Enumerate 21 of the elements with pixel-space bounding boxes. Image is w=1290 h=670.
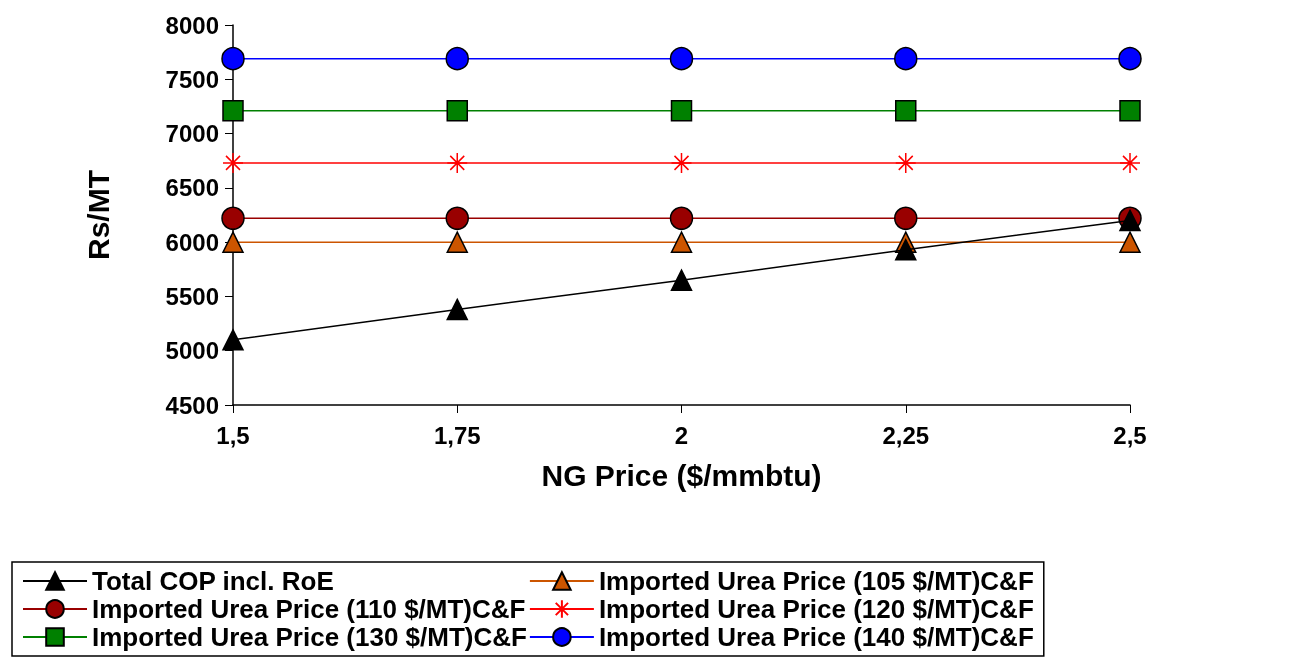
x-axis-title: NG Price ($/mmbtu) <box>541 458 822 492</box>
legend-label: Imported Urea Price (105 $/MT)C&F <box>598 566 1034 596</box>
y-axis-title: Rs/MT <box>81 170 115 260</box>
x-tick-label: 1,75 <box>433 421 481 449</box>
legend-label: Imported Urea Price (140 $/MT)C&F <box>598 622 1034 652</box>
y-tick-label: 5000 <box>165 337 219 365</box>
y-tick-label: 4500 <box>165 391 219 419</box>
x-tick-label: 2 <box>674 421 689 449</box>
y-tick-label: 7000 <box>165 120 219 148</box>
y-tick-label: 7500 <box>165 65 219 93</box>
legend-label: Imported Urea Price (110 $/MT)C&F <box>92 594 526 624</box>
y-tick-label: 8000 <box>165 11 219 39</box>
y-tick-label: 6000 <box>165 228 219 256</box>
x-tick-label: 2,5 <box>1113 421 1147 449</box>
y-tick-label: 6500 <box>165 174 219 202</box>
legend-label: Imported Urea Price (120 $/MT)C&F <box>598 594 1034 624</box>
legend-label: Imported Urea Price (130 $/MT)C&F <box>92 622 527 652</box>
x-tick-label: 2,25 <box>882 421 930 449</box>
x-tick-label: 1,5 <box>216 421 250 449</box>
legend-label: Total COP incl. RoE <box>92 566 334 596</box>
y-tick-label: 5500 <box>165 282 219 310</box>
